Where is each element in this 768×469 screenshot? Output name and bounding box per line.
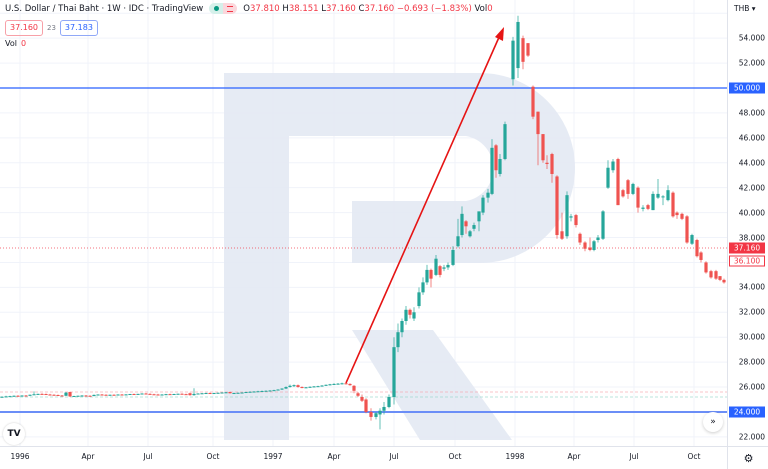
scroll-to-realtime-button[interactable]: » — [703, 412, 723, 432]
price-tick-label: 34.000 — [738, 282, 765, 292]
price-tick-label: 38.000 — [738, 233, 765, 243]
time-tick-label: Oct — [687, 452, 701, 461]
line-price-tag: 50.000 — [729, 82, 765, 94]
tradingview-logo-icon: TV — [7, 429, 21, 439]
time-tick-label: Jul — [629, 452, 639, 461]
ohlc-values: O37.810 H38.151 L37.160 C37.160 −0.693 (… — [243, 3, 493, 14]
price-tick-label: 30.000 — [738, 332, 765, 342]
time-tick-label: 1998 — [505, 452, 525, 461]
market-status[interactable] — [209, 3, 238, 14]
buy-price-button[interactable]: 37.183 — [59, 20, 98, 36]
time-tick-label: Apr — [327, 452, 341, 461]
symbol-title[interactable]: U.S. Dollar / Thai Baht · 1W · IDC · Tra… — [5, 3, 204, 14]
price-tick-label: 42.000 — [738, 183, 765, 193]
line-price-tag: 24.000 — [729, 406, 765, 418]
volume-legend: Vol 0 — [5, 39, 27, 48]
time-tick-label: 1996 — [10, 452, 30, 461]
candlestick-chart[interactable] — [0, 0, 727, 446]
price-tick-label: 52.000 — [738, 58, 765, 68]
price-axis[interactable]: THB ▾ 54.000 52.000 48.000 46.000 44.000 42.0… — [727, 0, 768, 446]
time-tick-label: Jul — [389, 452, 399, 461]
time-tick-label: 1997 — [263, 452, 283, 461]
double-chevron-right-icon: » — [710, 417, 716, 427]
sell-price-button[interactable]: 37.160 — [5, 20, 43, 36]
chart-pane[interactable] — [0, 0, 727, 446]
price-tick-label: 26.000 — [738, 382, 765, 392]
time-tick-label: Jul — [143, 452, 153, 461]
candles — [0, 15, 726, 430]
price-tick-label: 40.000 — [738, 208, 765, 218]
last-price-tag: 37.160 — [729, 242, 765, 254]
prev-close-tag: 36.100 — [729, 255, 765, 267]
currency-selector[interactable]: THB ▾ — [734, 4, 756, 13]
spread-value: 23 — [47, 24, 56, 32]
time-tick-label: Oct — [448, 452, 462, 461]
time-tick-label: Apr — [81, 452, 95, 461]
price-tick-label: 44.000 — [738, 158, 765, 168]
market-closed-icon — [227, 5, 234, 12]
time-axis[interactable]: 1996 Apr Jul Oct 1997 Apr Jul Oct 1998 Apr Jul Oct — [0, 446, 727, 469]
time-tick-label: Oct — [206, 452, 220, 461]
trend-arrow[interactable] — [345, 27, 504, 384]
price-tick-label: 46.000 — [738, 133, 765, 143]
price-tick-label: 32.000 — [738, 307, 765, 317]
price-tick-label: 54.000 — [738, 33, 765, 43]
price-tick-label: 28.000 — [738, 357, 765, 367]
market-open-icon — [213, 6, 219, 11]
gear-icon: ⚙ — [743, 451, 754, 465]
price-tick-label: 48.000 — [738, 108, 765, 118]
watermark-logo — [224, 73, 575, 440]
price-tick-label: 22.000 — [738, 432, 765, 442]
chart-settings-button[interactable]: ⚙ — [727, 446, 768, 469]
chart-legend: U.S. Dollar / Thai Baht · 1W · IDC · Tra… — [5, 3, 493, 14]
time-tick-label: Apr — [567, 452, 581, 461]
bid-ask-row: 37.160 23 37.183 — [5, 20, 98, 36]
tradingview-logo[interactable]: TV — [3, 423, 25, 445]
